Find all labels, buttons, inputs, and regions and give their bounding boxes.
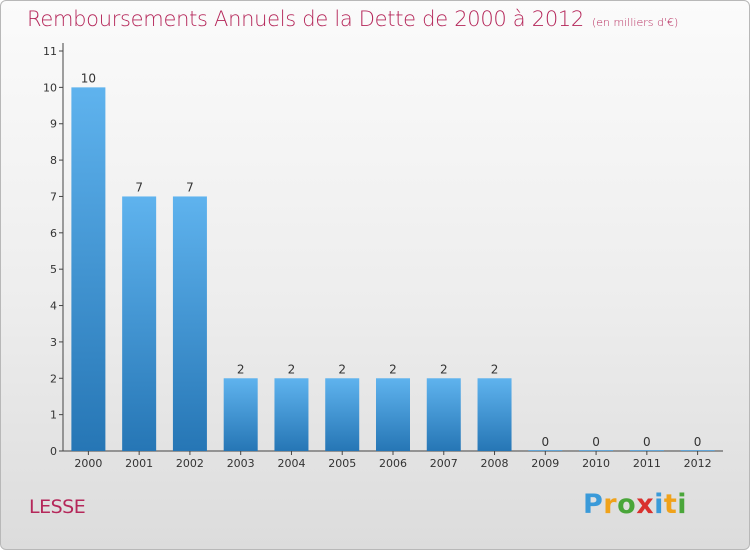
y-tick-label: 1 <box>50 409 57 422</box>
data-label: 2 <box>288 362 296 376</box>
data-label: 0 <box>592 435 600 449</box>
x-tick-label: 2002 <box>176 457 204 470</box>
data-label: 0 <box>694 435 702 449</box>
logo-letter: t <box>663 489 678 520</box>
bar <box>325 378 360 451</box>
x-tick-label: 2010 <box>582 457 610 470</box>
bar <box>426 378 461 451</box>
x-tick-label: 2005 <box>328 457 356 470</box>
x-tick-label: 2003 <box>227 457 255 470</box>
data-label: 7 <box>135 180 143 194</box>
x-tick-label: 2008 <box>481 457 509 470</box>
y-tick-label: 2 <box>50 372 57 385</box>
bar <box>680 450 715 451</box>
y-tick-label: 7 <box>50 190 57 203</box>
data-label: 10 <box>81 71 96 85</box>
bar <box>579 450 614 451</box>
data-label: 2 <box>491 362 499 376</box>
logo-letter: x <box>636 489 655 520</box>
x-tick-label: 2001 <box>125 457 153 470</box>
y-tick-label: 8 <box>50 154 57 167</box>
x-tick-label: 2000 <box>74 457 102 470</box>
x-tick-label: 2009 <box>531 457 559 470</box>
data-label: 2 <box>440 362 448 376</box>
logo-letter: r <box>603 489 618 520</box>
bar <box>376 378 410 451</box>
data-label: 2 <box>389 362 397 376</box>
bar <box>629 450 664 451</box>
x-tick-label: 2004 <box>277 457 305 470</box>
bar <box>172 196 207 451</box>
y-tick-label: 5 <box>50 263 57 276</box>
y-tick-label: 11 <box>43 45 57 58</box>
x-tick-label: 2012 <box>684 457 712 470</box>
x-tick-label: 2011 <box>633 457 661 470</box>
bar <box>122 196 157 451</box>
y-tick-label: 0 <box>50 445 57 458</box>
bar <box>477 378 512 451</box>
x-tick-label: 2006 <box>379 457 407 470</box>
x-tick-label: 2007 <box>430 457 458 470</box>
bar <box>71 87 106 451</box>
y-tick-label: 4 <box>50 300 57 313</box>
data-label: 0 <box>541 435 549 449</box>
y-tick-label: 3 <box>50 336 57 349</box>
y-tick-label: 10 <box>43 81 57 94</box>
logo-letter: i <box>654 489 664 520</box>
chart-title: Remboursements Annuels de la Dette de 20… <box>27 7 678 31</box>
logo-letter: i <box>677 489 688 520</box>
data-label: 7 <box>186 180 194 194</box>
logo-letter: o <box>617 489 637 520</box>
unit-text: (en milliers d'€) <box>592 16 679 29</box>
bar <box>223 378 258 451</box>
proxiti-logo: Proxiti <box>583 489 687 520</box>
data-label: 2 <box>338 362 346 376</box>
data-label: 0 <box>643 435 651 449</box>
data-label: 2 <box>237 362 245 376</box>
bar <box>528 450 563 451</box>
title-text: Remboursements Annuels de la Dette de 20… <box>27 7 584 31</box>
y-tick-label: 6 <box>50 227 57 240</box>
logo-letter: P <box>583 489 604 520</box>
bar <box>274 378 309 451</box>
commune-name: LESSE <box>29 496 86 518</box>
y-tick-label: 9 <box>50 118 57 131</box>
